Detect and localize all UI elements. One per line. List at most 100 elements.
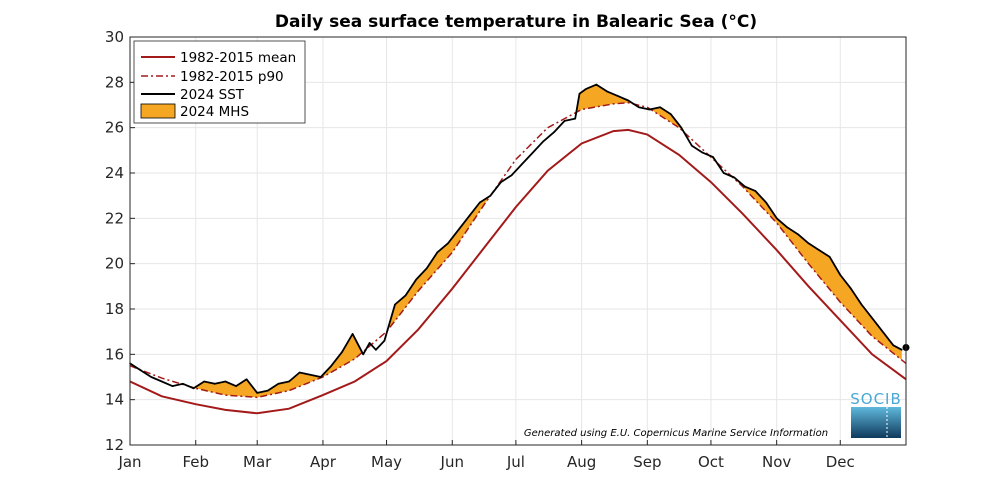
sst-data-point <box>691 145 693 147</box>
sst-data-point <box>754 190 757 192</box>
series-line-p90 <box>129 101 907 399</box>
sst-data-point <box>542 140 545 143</box>
sst-data-point <box>375 349 377 351</box>
sst-data-point <box>288 380 290 383</box>
sst-data-point <box>712 156 714 158</box>
sst-data-point <box>404 294 407 297</box>
sst-data-point <box>616 95 619 97</box>
sst-data-point <box>807 242 810 245</box>
sst-data-point <box>648 108 651 111</box>
mhs-fill-area <box>130 84 902 398</box>
sst-data-point <box>638 106 640 109</box>
x-tick-label: Oct <box>698 453 724 471</box>
mhs-fill-segment <box>577 84 634 112</box>
sst-data-point <box>468 215 471 217</box>
x-tick-label: Jun <box>440 453 464 471</box>
sst-data-point <box>436 251 439 254</box>
sst-data-point <box>892 344 895 347</box>
sst-data-point <box>627 99 630 102</box>
mhs-fill-segment <box>650 107 684 132</box>
x-tick-label: Apr <box>310 453 337 471</box>
sst-data-point <box>457 228 460 231</box>
y-tick-label: 14 <box>105 391 124 409</box>
sst-data-point <box>659 106 661 109</box>
series-line-mean <box>129 128 907 415</box>
sst-data-point <box>150 376 152 378</box>
sst-data-point <box>701 151 704 154</box>
sst-data-point <box>532 151 534 154</box>
legend-label-mhs: 2024 MHS <box>180 104 249 120</box>
sst-data-point <box>722 172 725 174</box>
sst-data-point <box>500 181 502 183</box>
sst-data-point <box>901 349 903 351</box>
sst-data-point <box>224 380 227 383</box>
sst-data-point <box>182 383 184 385</box>
y-axis-ticks: 12 14 16 18 20 22 24 26 28 30 <box>105 28 135 454</box>
x-tick-label: May <box>371 453 402 471</box>
y-tick-label: 28 <box>105 73 124 91</box>
sst-data-point <box>574 117 576 120</box>
sst-data-point <box>669 113 672 115</box>
sst-data-point <box>203 380 205 383</box>
y-tick-label: 20 <box>105 255 124 273</box>
x-tick-label: Nov <box>762 453 791 471</box>
legend: 1982-2015 mean 1982-2015 p90 2024 SST 20… <box>133 40 306 124</box>
x-tick-label: Sep <box>633 453 661 471</box>
sst-data-point <box>426 267 428 270</box>
sst-data-point <box>330 364 333 367</box>
sst-data-point <box>161 380 163 383</box>
legend-label-sst: 2024 SST <box>180 87 245 103</box>
socib-logo-block <box>851 407 901 438</box>
sst-data-point <box>479 201 481 204</box>
mhs-fill-segment <box>732 176 902 360</box>
legend-label-p90: 1982-2015 p90 <box>180 69 284 85</box>
y-tick-label: 16 <box>105 345 124 363</box>
sst-data-point <box>578 92 581 95</box>
x-tick-label: Aug <box>567 453 596 471</box>
sst-data-point <box>362 353 365 356</box>
sst-data-point <box>606 90 608 93</box>
sst-data-point <box>394 303 396 306</box>
socib-logo: SOCIB <box>850 390 901 438</box>
sst-data-point <box>235 385 237 387</box>
sst-data-point <box>850 287 852 290</box>
sst-data-point <box>267 389 269 392</box>
sst-data-point <box>786 226 789 229</box>
sst-data-point <box>839 274 842 276</box>
sst-data-point <box>415 278 418 281</box>
y-tick-label: 30 <box>105 28 124 46</box>
x-tick-label: Feb <box>182 453 209 471</box>
sst-data-point <box>860 303 863 306</box>
y-tick-label: 12 <box>105 436 124 454</box>
sst-data-point <box>192 387 195 390</box>
y-tick-label: 26 <box>105 119 124 137</box>
sst-data-point <box>733 176 736 179</box>
sst-data-point <box>139 369 142 372</box>
sst-data-point <box>447 242 449 245</box>
y-tick-label: 18 <box>105 300 124 318</box>
sst-data-point <box>553 131 555 133</box>
sst-data-point <box>256 392 259 394</box>
sst-data-point <box>521 163 523 165</box>
sst-data-point <box>797 233 799 235</box>
sst-data-point <box>368 342 371 344</box>
sst-data-point <box>510 174 513 177</box>
sst-data-point <box>298 371 301 374</box>
sst-data-point <box>680 126 683 129</box>
x-tick-label: Jul <box>506 453 525 471</box>
sst-data-point <box>744 185 746 188</box>
copernicus-credit: Generated using E.U. Copernicus Marine S… <box>524 428 828 439</box>
sst-data-point <box>320 376 322 378</box>
sst-data-point <box>341 351 343 353</box>
sst-data-point <box>881 330 884 333</box>
sst-data-point <box>383 339 386 342</box>
sst-data-point <box>489 194 492 197</box>
sst-data-point <box>171 385 174 387</box>
y-tick-label: 22 <box>105 209 124 227</box>
sst-data-point <box>563 120 566 122</box>
legend-label-mean: 1982-2015 mean <box>180 50 296 66</box>
sst-data-point <box>828 256 831 258</box>
mhs-fill-segment <box>387 196 490 331</box>
series-lines <box>129 83 910 415</box>
sst-data-point <box>595 83 598 86</box>
